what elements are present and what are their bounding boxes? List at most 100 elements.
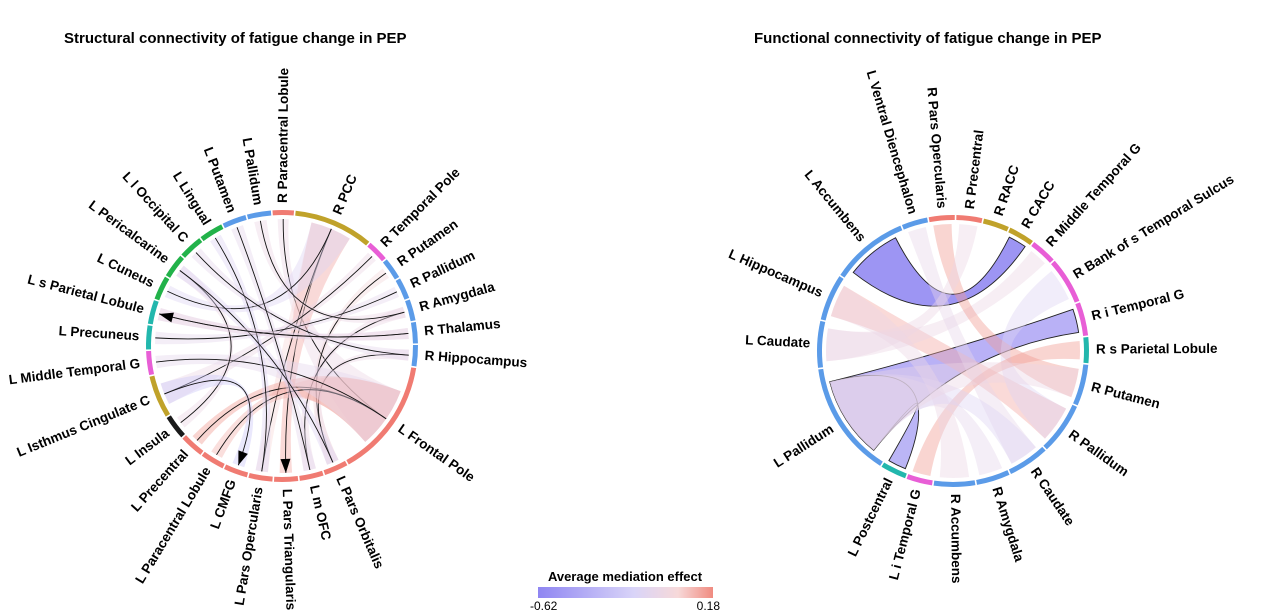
structural-node-label: L CMFG <box>207 477 239 531</box>
structural-node-label: R Amygdala <box>418 279 497 314</box>
structural-node-label: L Pallidum <box>240 137 266 207</box>
functional-arc-r-cacc <box>1008 227 1033 246</box>
structural-link-r-temporal-pole-to-l-isthmus-cingulate-c <box>160 252 376 405</box>
functional-node-label: L Pallidum <box>771 421 836 470</box>
legend-max-label: 0.18 <box>696 599 720 613</box>
structural-link-line-9 <box>317 354 409 463</box>
structural-link-r-pcc-to-l-cuneus <box>164 222 350 313</box>
structural-node-label: R PCC <box>330 172 360 217</box>
structural-arc-l-precentral <box>182 435 204 455</box>
structural-link-line-2 <box>261 228 332 472</box>
structural-link-r-putamen-to-l-pars-orbitalis <box>313 268 390 465</box>
structural-link-line-18 <box>259 220 405 320</box>
structural-chord-diagram: R Paracentral Lobule R PCC R Temporal Pole… <box>8 67 528 610</box>
structural-node-label: R Temporal Pole <box>377 164 463 249</box>
structural-link-r-thalamus-to-l-s-parietal-lobule <box>157 307 409 341</box>
structural-node-label: L Paracentral Lobule <box>132 464 214 586</box>
structural-link-line-11 <box>216 389 387 456</box>
functional-node-label: R Amygdala <box>989 485 1027 564</box>
functional-arc-r-caudate <box>1008 446 1046 475</box>
functional-link-r-accumbens-to-l-hippocampus <box>830 285 970 478</box>
functional-link-l-ventral-diencephalon-to-r-caudate <box>908 226 1036 464</box>
functional-arc-r-pars-opercularis <box>928 215 955 223</box>
functional-arc-r-accumbens <box>933 480 976 487</box>
functional-arc-l-pallidum <box>818 368 883 466</box>
functional-node-label: R Precentral <box>962 129 987 210</box>
functional-link-l-pallidum-to-l-postcentral <box>829 374 920 470</box>
functional-link-r-caudate-to-l-pallidum <box>829 374 1036 464</box>
functional-link-r-pars-opercularis-to-r-putamen <box>933 224 1079 398</box>
structural-node-label: L Frontal Pole <box>395 421 478 485</box>
structural-node-label: R Paracentral Lobule <box>275 67 291 203</box>
functional-node-label: R CACC <box>1018 178 1058 231</box>
structural-link-line-17 <box>236 227 311 471</box>
functional-link-r-amygdala-to-l-pallidum <box>829 375 1003 476</box>
structural-arc-l-pars-orbitalis <box>323 460 348 475</box>
structural-links <box>155 218 409 473</box>
structural-arc-l-paracentral-lobule <box>201 451 225 469</box>
functional-link-l-accumbens-to-r-cacc <box>852 236 1026 307</box>
structural-link-r-hippocampus-to-l-pars-orbitalis <box>315 349 409 465</box>
structural-arc-l-putamen <box>222 215 247 229</box>
structural-link-l-frontal-pole-to-l-paracentral-lobule <box>211 377 401 458</box>
structural-link-line-14 <box>164 379 251 466</box>
structural-link-l-pericalcarine-to-l-pars-orbitalis <box>176 265 339 465</box>
functional-node-label: R Pars Opercularis <box>924 87 949 209</box>
structural-link-line-15 <box>214 237 267 472</box>
structural-chart-title: Structural connectivity of fatigue chang… <box>64 30 407 47</box>
functional-arc-l-hippocampus <box>820 276 844 321</box>
structural-node-label: L Middle Temporal G <box>8 356 141 388</box>
structural-link-line-7 <box>304 311 405 471</box>
functional-link-l-hippocampus-to-r-pallidum <box>830 285 1067 439</box>
structural-node-label: R Hippocampus <box>424 348 528 370</box>
structural-arc-l-cuneus <box>154 276 170 301</box>
structural-node-label: L m OFC <box>307 484 334 542</box>
structural-arc-l-pericalcarine <box>165 255 185 278</box>
structural-link-r-amygdala-to-l-m-ofc <box>300 306 406 472</box>
legend-min-label: -0.62 <box>530 599 558 613</box>
color-legend: Average mediation effect -0.62 0.18 <box>520 569 730 613</box>
structural-arc-l-m-ofc <box>299 470 324 481</box>
functional-arc-r-racc <box>982 218 1009 232</box>
structural-link-line-6 <box>155 291 398 340</box>
functional-arc-r-pallidum <box>1043 404 1078 450</box>
structural-arc-r-pcc <box>295 210 370 246</box>
functional-arc-r-i-temporal-g <box>1075 302 1089 336</box>
structural-link-line-20 <box>158 313 409 338</box>
structural-link-line-12 <box>155 358 387 420</box>
functional-arc-l-i-temporal-g <box>906 474 933 486</box>
structural-arc-r-paracentral-lobule <box>272 210 295 216</box>
structural-arc-l-insula <box>166 415 185 438</box>
structural-node-label: L Insula <box>122 425 172 468</box>
structural-arc-l-l-occipital-c <box>181 238 203 258</box>
functional-node-label: L Hippocampus <box>726 246 825 300</box>
functional-arc-r-amygdala <box>976 470 1010 485</box>
functional-arc-l-ventral-diencephalon <box>901 217 929 230</box>
functional-node-label: R Pallidum <box>1066 427 1132 480</box>
structural-arc-r-temporal-pole <box>367 242 386 262</box>
structural-link-r-paracentral-lobule-to-l-frontal-pole <box>277 218 401 442</box>
structural-arc-l-middle-temporal-g <box>146 350 155 376</box>
functional-link-r-s-parietal-lobule-to-l-i-temporal-g <box>912 341 1080 476</box>
structural-arc-l-precuneus <box>146 325 153 350</box>
legend-title: Average mediation effect <box>547 569 703 584</box>
functional-arc-r-s-parietal-lobule <box>1083 337 1089 364</box>
functional-node-label: R Caudate <box>1028 465 1078 529</box>
functional-link-l-pallidum-to-r-putamen <box>829 362 1079 451</box>
structural-arc-l-s-parietal-lobule <box>147 300 159 325</box>
structural-arc-l-cmfg <box>224 464 249 478</box>
functional-links <box>826 224 1080 478</box>
structural-arrowhead <box>280 458 291 473</box>
structural-node-label: L Precuneus <box>58 323 140 343</box>
structural-link-line-16 <box>195 252 409 356</box>
structural-link-r-thalamus-to-l-s-parietal-lobule <box>157 307 409 341</box>
structural-node-label: L Pars Opercularis <box>232 486 266 607</box>
structural-link-l-putamen-to-l-m-ofc <box>231 225 316 472</box>
structural-link-l-frontal-pole-to-l-middle-temporal-g <box>155 354 401 442</box>
structural-link-line-3 <box>167 228 332 310</box>
functional-node-label: R s Parietal Lobule <box>1096 341 1218 357</box>
functional-arc-l-postcentral <box>881 462 907 479</box>
functional-link-r-precentral-to-l-caudate <box>826 224 978 362</box>
